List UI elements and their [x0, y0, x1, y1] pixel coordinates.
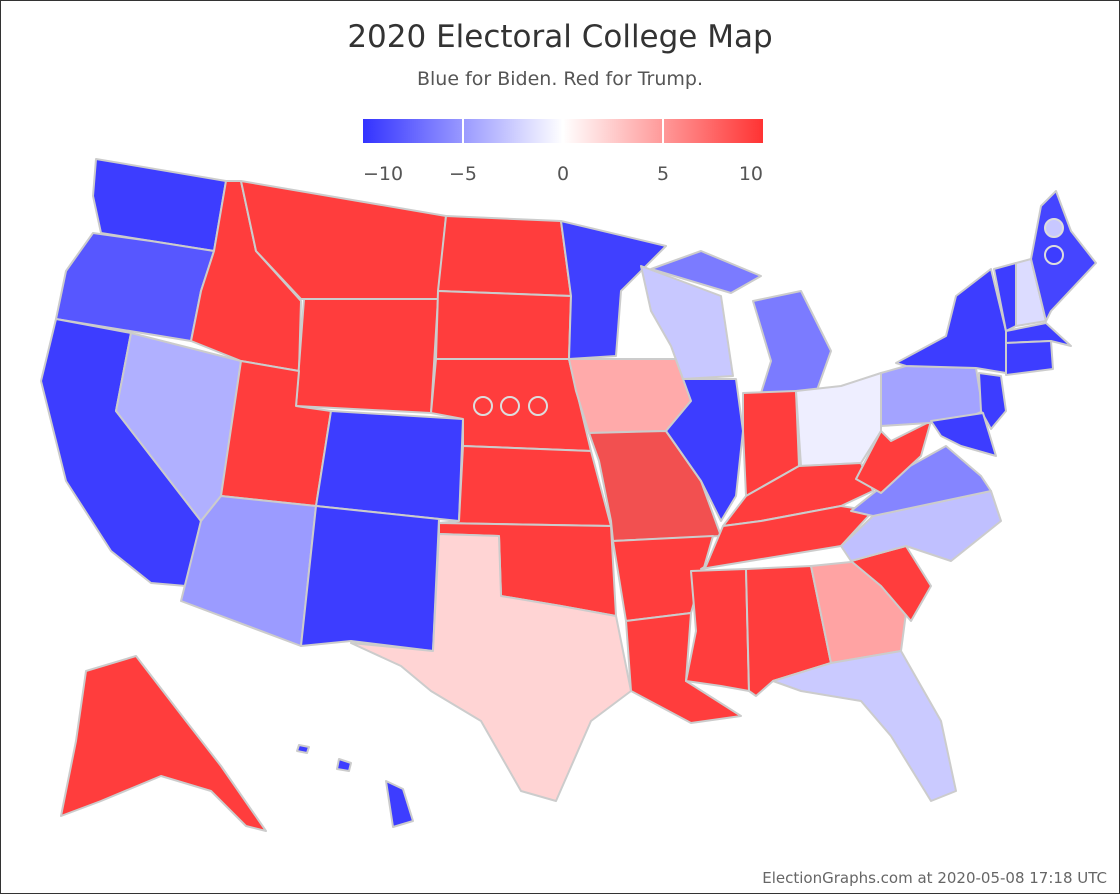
state	[665, 378, 744, 522]
state	[625, 612, 742, 724]
state	[60, 655, 267, 832]
state	[685, 568, 750, 692]
state	[336, 758, 352, 772]
tick-label: 10	[739, 163, 763, 185]
state	[752, 290, 832, 394]
state	[895, 268, 1007, 374]
state	[1005, 340, 1054, 376]
state	[385, 780, 414, 828]
subtitle: Blue for Biden. Red for Trump.	[417, 68, 703, 90]
district	[528, 396, 548, 416]
state	[438, 445, 612, 527]
tick-label: 5	[657, 163, 669, 185]
state	[296, 744, 310, 754]
state	[700, 505, 874, 570]
state	[930, 412, 997, 457]
states	[40, 158, 1097, 832]
district	[1044, 245, 1064, 265]
tick-label: −5	[449, 163, 477, 185]
state	[435, 290, 572, 360]
state	[180, 495, 317, 647]
state	[978, 372, 1007, 430]
district	[500, 396, 520, 416]
title: 2020 Electoral College Map	[347, 19, 772, 55]
state	[315, 410, 464, 522]
tick-label: 0	[557, 163, 569, 185]
state	[650, 250, 762, 294]
tick-label: −10	[363, 163, 403, 185]
state	[437, 215, 572, 297]
footer: ElectionGraphs.com at 2020-05-08 17:18 U…	[762, 869, 1107, 887]
state	[1005, 322, 1072, 347]
state	[295, 298, 439, 414]
district	[1044, 218, 1064, 238]
state	[300, 505, 440, 652]
state	[560, 220, 667, 360]
state	[772, 650, 957, 802]
district	[473, 396, 493, 416]
state	[350, 533, 632, 802]
